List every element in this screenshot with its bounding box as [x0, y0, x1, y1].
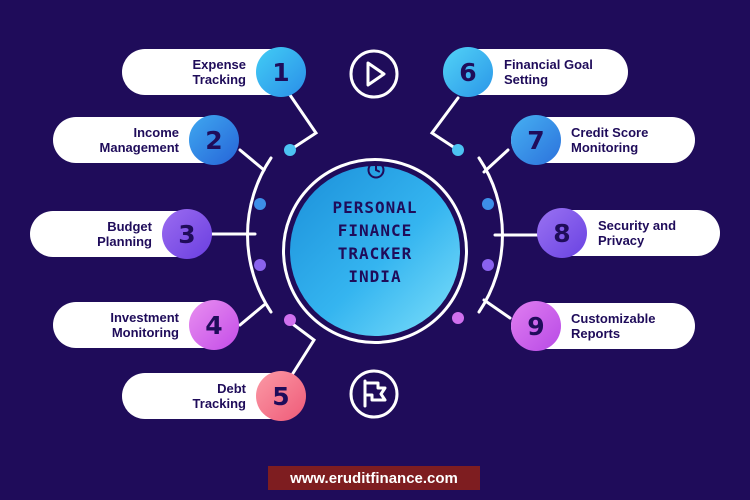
connector-2 [238, 148, 266, 172]
item-number-2: 2 [189, 115, 239, 165]
connector-dot-5 [284, 314, 296, 326]
item-number-7: 7 [511, 115, 561, 165]
connector-dot-9 [452, 312, 464, 324]
item-label: Expense Tracking [192, 57, 246, 87]
connector-9 [482, 298, 512, 320]
hub-title: PERSONAL FINANCE TRACKER INDIA [332, 198, 418, 286]
connector-6 [429, 96, 460, 152]
footer-url[interactable]: www.eruditfinance.com [290, 469, 458, 487]
clock-icon [367, 161, 385, 179]
item-label: Financial Goal Setting [504, 57, 593, 87]
connector-dot-3 [254, 198, 266, 210]
connector-1 [288, 93, 319, 152]
item-number-9: 9 [511, 301, 561, 351]
flag-icon [349, 369, 399, 419]
hub-ring-arc-right [477, 156, 504, 314]
hub-circle [290, 166, 460, 336]
item-label: Customizable Reports [571, 311, 656, 341]
item-number-1: 1 [256, 47, 306, 97]
connector-4 [238, 303, 266, 327]
footer-banner: www.eruditfinance.com [268, 466, 480, 490]
item-number-4: 4 [189, 300, 239, 350]
item-number-6: 6 [443, 47, 493, 97]
connector-7 [482, 148, 510, 174]
item-label: Credit Score Monitoring [571, 125, 649, 155]
item-number-5: 5 [256, 371, 306, 421]
connector-dot-1 [284, 144, 296, 156]
item-label: Investment Monitoring [110, 310, 179, 340]
item-label: Debt Tracking [192, 381, 246, 411]
hub-ring [282, 158, 468, 344]
connector-dot-6 [452, 144, 464, 156]
hub-ring-arc [246, 156, 273, 314]
item-number-8: 8 [537, 208, 587, 258]
item-number-3: 3 [162, 209, 212, 259]
connector-dot-7 [482, 198, 494, 210]
item-label: Income Management [99, 125, 179, 155]
connector-5 [288, 320, 317, 380]
item-label: Security and Privacy [598, 218, 677, 248]
connector-dot-8 [482, 259, 494, 271]
item-label: Budget Planning [97, 219, 152, 249]
play-icon [349, 49, 399, 99]
connector-dot-4 [254, 259, 266, 271]
